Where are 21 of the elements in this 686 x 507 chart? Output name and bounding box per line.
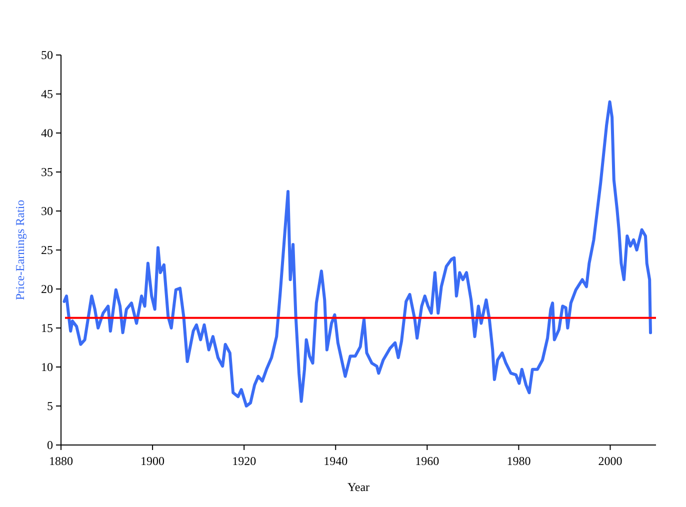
y-tick-label: 0 [47, 438, 53, 452]
x-tick-label: 1940 [324, 454, 348, 468]
x-tick-label: 1900 [140, 454, 165, 468]
y-tick-label: 45 [41, 87, 53, 102]
y-tick-label: 5 [47, 399, 53, 414]
y-tick-label: 10 [41, 360, 53, 374]
y-tick-label: 50 [41, 48, 53, 62]
y-tick-label: 25 [41, 243, 53, 258]
y-tick-label: 30 [41, 204, 53, 218]
x-tick-label: 1880 [49, 454, 73, 468]
line-series [62, 100, 652, 408]
x-axis-title: Year [347, 480, 370, 494]
y-tick-label: 15 [41, 321, 53, 336]
y-tick-label: 35 [41, 165, 53, 180]
x-tick-label: 1960 [415, 454, 440, 468]
x-tick-label: 1920 [232, 454, 256, 468]
y-axis-title: Price-Earnings Ratio [13, 200, 27, 300]
x-tick-label: 1980 [506, 454, 531, 468]
y-tick-label: 40 [41, 126, 53, 140]
x-tick-label: 2000 [598, 454, 622, 468]
y-tick-label: 20 [41, 282, 53, 296]
